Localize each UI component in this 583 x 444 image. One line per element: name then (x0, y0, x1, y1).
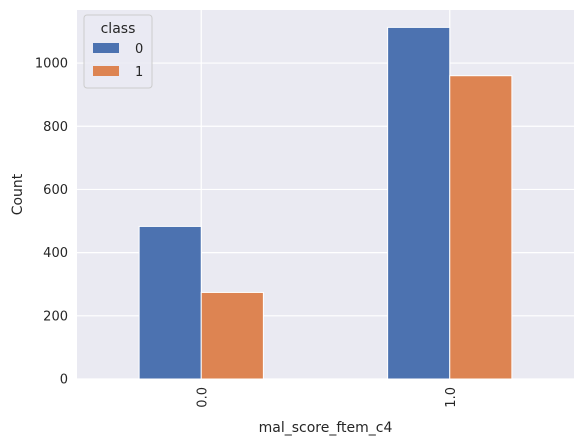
bar-0.0-class-1 (200, 291, 264, 380)
legend-title: class (101, 21, 136, 37)
legend-label-class-1: 1 (135, 65, 143, 80)
legend-swatch-class-0 (93, 43, 119, 53)
legend-swatch-class-1 (93, 66, 119, 76)
legend: class 0 1 (83, 14, 153, 89)
x-tick-label: 1.0 (444, 387, 459, 408)
x-axis-label: mal_score_ftem_c4 (259, 420, 393, 436)
bar-0.0-class-0 (138, 225, 202, 380)
y-tick-label: 200 (43, 309, 68, 324)
y-tick-label: 0 (60, 373, 68, 388)
y-axis-label: Count (10, 173, 26, 215)
y-tick-label: 1000 (35, 57, 68, 72)
bar-1.0-class-0 (387, 26, 451, 380)
y-tick-label: 400 (43, 246, 68, 261)
x-tick-labels: 0.0 1.0 (195, 387, 459, 408)
y-tick-label: 600 (43, 183, 68, 198)
y-tick-label: 800 (43, 120, 68, 135)
legend-label-class-0: 0 (135, 42, 143, 57)
bar-1.0-class-1 (449, 75, 513, 380)
bars (138, 26, 513, 380)
x-tick-label: 0.0 (195, 387, 210, 408)
y-tick-labels: 0 200 400 600 800 1000 (35, 57, 68, 388)
